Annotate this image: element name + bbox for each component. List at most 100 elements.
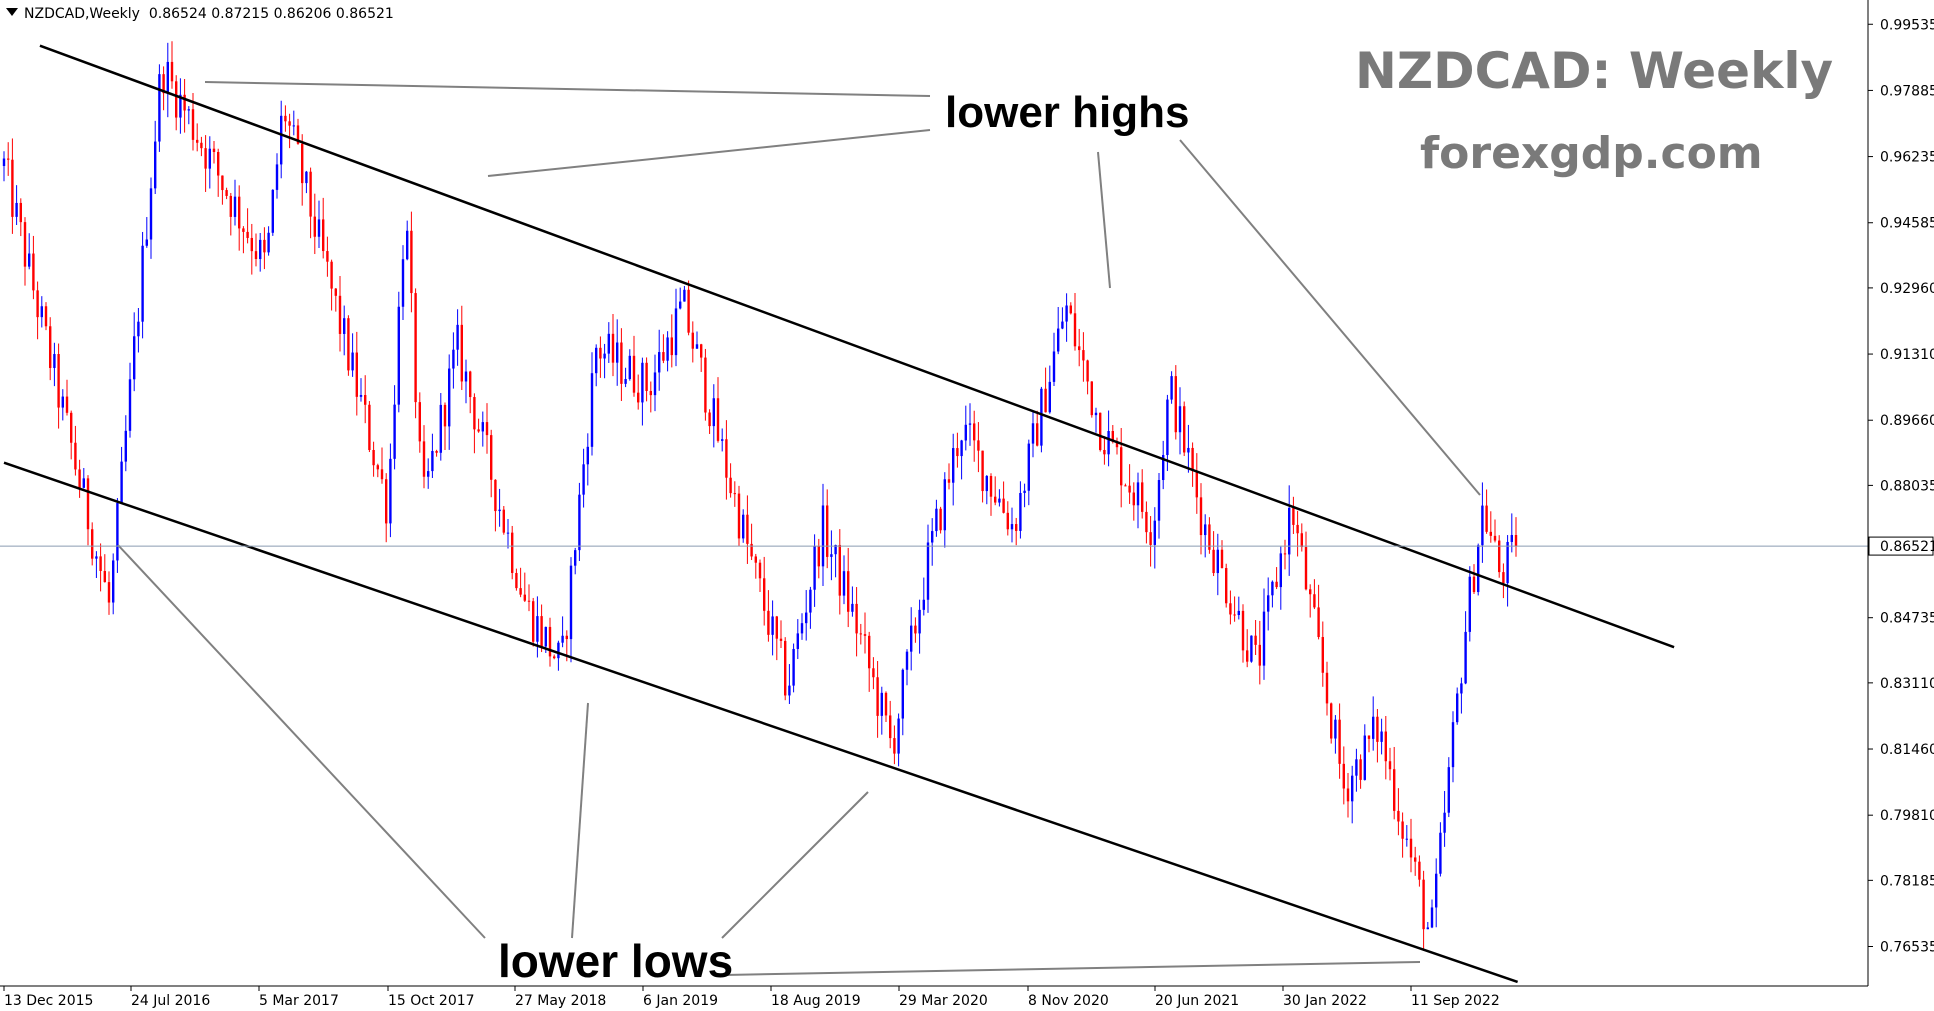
candle-body [641,362,644,403]
candle-body [1111,431,1114,442]
candle [212,141,216,164]
candle [1464,611,1467,685]
candle [162,66,165,111]
candle [574,547,577,575]
candle-body [767,610,770,635]
candle [86,475,90,546]
candle-body [431,450,434,472]
candle-body [485,422,489,436]
candle-body [103,570,106,583]
candle-body [359,395,363,397]
candle-body [960,440,963,457]
candle-body [506,532,510,534]
candle-body [19,202,22,223]
candle [1090,381,1093,418]
candle [351,333,354,377]
candle-body [1031,423,1035,444]
candle-body [1414,857,1417,862]
candle [935,499,938,537]
candle-body [464,371,468,382]
y-tick-label: 0.78185 [1880,873,1934,889]
candle-body [330,261,333,289]
candle [1174,365,1177,440]
candle-body [754,556,757,563]
candle-body [897,718,900,754]
candle-body [1456,693,1459,723]
candle-body [481,422,484,432]
candle [15,185,18,226]
candle [540,604,543,653]
candle-body [233,196,237,217]
candle [32,235,35,300]
annotation-pointers [117,81,1481,976]
candle [485,403,489,454]
candle-body [611,333,615,363]
candle [754,553,757,579]
candle [1300,523,1303,552]
candle [1094,407,1098,433]
candle-body [95,556,98,559]
candle [275,153,279,199]
candle-body [435,450,438,453]
candle-body [1183,406,1186,453]
candle [1149,516,1152,567]
candle-body [53,354,56,368]
candle [414,288,417,419]
candle [326,236,329,277]
candle-body [1006,512,1009,530]
candle-body [590,373,594,447]
candle [95,551,98,578]
candle-body [1279,553,1282,588]
candle-body [448,368,451,427]
candle-body [1262,611,1266,666]
candle-body [1477,545,1480,593]
candle [170,41,174,89]
candle-body [557,642,560,659]
candle [842,555,846,605]
candle [1372,696,1375,751]
y-tick-label: 0.97885 [1880,83,1934,99]
candle-body [1153,520,1156,545]
candle-body [805,612,808,624]
candle-body [842,571,846,596]
candle [1136,472,1140,529]
candle-body [317,219,321,237]
candle [53,342,56,387]
candle-body [973,423,976,441]
candle-body [112,560,115,603]
candle-body [477,429,480,432]
candle-body [254,251,258,260]
candle [301,134,304,206]
candle-body [469,371,472,398]
candle-body [548,626,552,657]
candle [1212,531,1215,577]
candle [624,367,627,388]
candle [1376,709,1379,763]
candle-body [1489,531,1492,536]
candle [1229,590,1232,625]
candle-body [1401,821,1404,839]
candle [595,344,598,387]
candle [1397,788,1400,836]
pointer-line [204,81,931,97]
candle-body [36,290,39,318]
trendline-upper [39,44,1675,649]
dropdown-triangle-icon[interactable] [6,8,18,16]
candle [49,317,52,381]
candle-body [494,479,497,512]
candle [1195,453,1198,514]
candle [964,405,967,451]
candle [469,370,472,414]
candle-body [23,222,27,267]
candle [750,523,753,561]
candle-body [1367,735,1371,739]
candle [796,619,799,660]
candle-body [729,477,732,494]
candle [742,509,745,543]
candle-body [28,253,31,267]
x-tick-label: 27 May 2018 [515,993,606,1009]
candle [103,554,106,583]
candle [826,489,829,569]
candle-body [1141,482,1144,512]
